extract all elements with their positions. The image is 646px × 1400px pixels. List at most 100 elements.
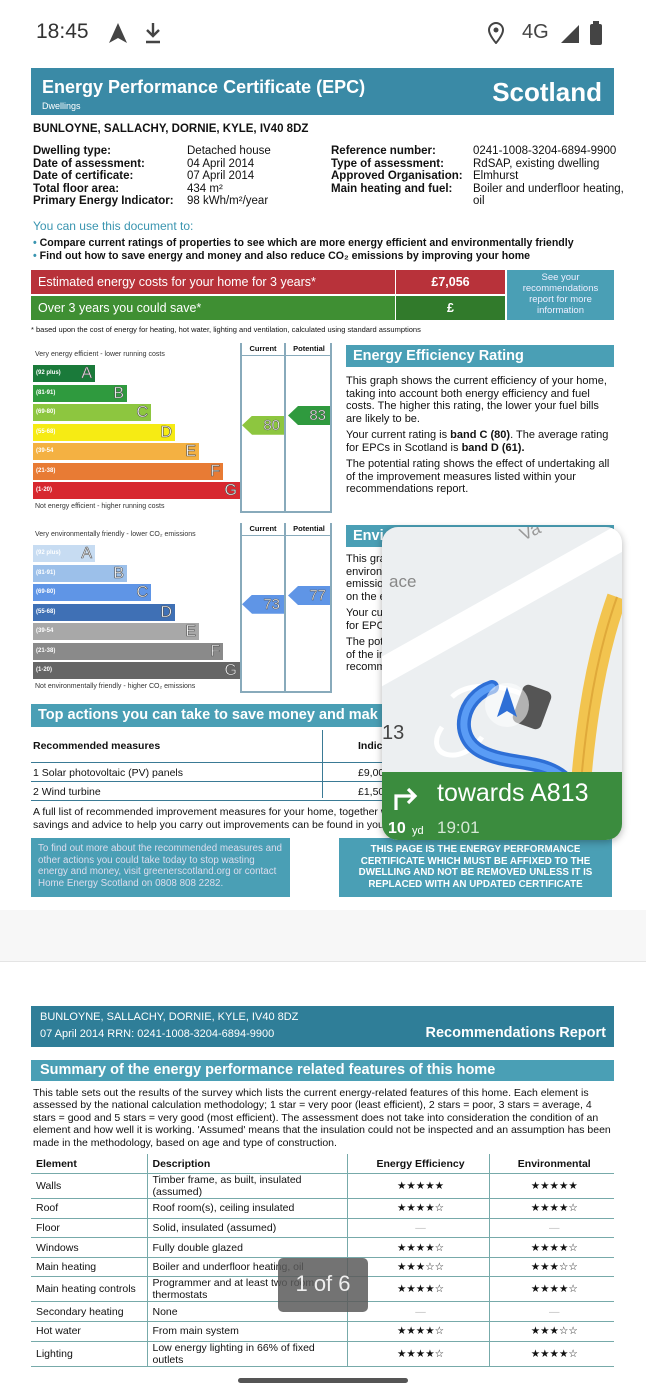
- table-cell: Fully double glazed: [146, 1237, 347, 1258]
- star-rating: ★★★★☆: [488, 1198, 614, 1219]
- current-column: [240, 523, 286, 693]
- table-cell: Solid, insulated (assumed): [146, 1218, 347, 1239]
- band-a: (92 plus) A: [33, 365, 95, 382]
- column-header: Environmental: [488, 1154, 614, 1175]
- rec-date-rrn: 07 April 2014 RRN: 0241-1008-3204-6894-9…: [40, 1028, 275, 1040]
- potential-column: [286, 523, 332, 693]
- battery-icon: [590, 21, 602, 45]
- text-line: of the ir: [346, 648, 383, 661]
- text-line: environ: [346, 565, 383, 578]
- epc-header: Energy Performance Certificate (EPC) Dwe…: [31, 68, 614, 115]
- chart-top-label: Very energy efficient - lower running co…: [35, 351, 165, 358]
- potential-header: Potential: [293, 344, 325, 353]
- address: BUNLOYNE, SALLACHY, DORNIE, KYLE, IV40 8…: [33, 123, 309, 135]
- actions-col-cost: Indic: [358, 740, 383, 752]
- table-cell: Floor: [31, 1218, 147, 1239]
- band-e: (39-54 E: [33, 623, 199, 640]
- rec-address: BUNLOYNE, SALLACHY, DORNIE, KYLE, IV40 8…: [40, 1011, 299, 1023]
- region: Scotland: [492, 77, 602, 107]
- chart-bottom-label: Not energy efficient - higher running co…: [35, 503, 165, 510]
- clock: 18:45: [36, 20, 89, 43]
- info-label: Date of assessment:: [33, 157, 145, 170]
- right-info: Reference number: 0241-1008-3204-6894-990…: [331, 145, 626, 208]
- band-g: (1-20) G: [33, 482, 240, 499]
- navigation-overlay[interactable]: Va ace towards A813 10 yd 19:01: [382, 527, 622, 840]
- direction-text: towards A813: [437, 779, 589, 807]
- band-f: (21-38) F: [33, 462, 223, 480]
- band-d: (55-68) D: [33, 603, 175, 621]
- info-row: Primary Energy Indicator: 98 kWh/m²/year: [33, 195, 323, 208]
- page-indicator: 1 of 6: [278, 1258, 368, 1312]
- info-label: Date of certificate:: [33, 170, 134, 183]
- star-rating: ★★★★☆: [346, 1321, 489, 1342]
- see-recommendations-link[interactable]: See your recommendations report for more…: [507, 270, 614, 320]
- info-row: Date of assessment: 04 April 2014: [33, 158, 323, 171]
- potential-rating-arrow: 77: [288, 585, 330, 605]
- info-value: 434 m²: [187, 182, 223, 195]
- current-header: Current: [249, 524, 277, 533]
- text-line: on the e: [346, 590, 386, 603]
- star-rating: ★★★☆☆: [488, 1321, 614, 1342]
- band-c: (69-80) C: [33, 404, 151, 421]
- navigation-arrow-icon: [109, 23, 127, 43]
- table-row: Hot water From main system ★★★★☆ ★★★☆☆: [31, 1321, 614, 1342]
- left-info: Dwelling type: Detached house Date of asse…: [33, 145, 323, 208]
- info-label: Type of assessment:: [331, 157, 444, 170]
- home-indicator[interactable]: [238, 1378, 408, 1383]
- table-cell: Main heating: [31, 1257, 147, 1278]
- current-rating-arrow: 80: [242, 415, 284, 435]
- info-value: 0241-1008-3204-6894-9900: [473, 145, 617, 157]
- turn-instruction-banner[interactable]: towards A813 10 yd 19:01: [382, 772, 622, 840]
- map-label: ace: [389, 572, 417, 591]
- potential-rating-arrow: 83: [288, 405, 330, 425]
- actions-col-measure: Recommended measures: [33, 740, 161, 752]
- star-rating: —: [346, 1301, 489, 1323]
- column-header: Energy Efficiency: [346, 1154, 489, 1175]
- affix-notice: THIS PAGE IS THE ENERGY PERFORMANCE CERT…: [339, 838, 612, 897]
- table-cell: Secondary heating: [31, 1301, 147, 1323]
- save-label: Over 3 years you could save*: [31, 296, 395, 320]
- text-line: This gra: [346, 553, 386, 565]
- star-rating: ★★★★☆: [346, 1237, 489, 1258]
- status-bar: 18:45 4G: [0, 0, 646, 65]
- divider: [31, 762, 614, 763]
- star-rating: ★★★★★: [346, 1173, 489, 1200]
- band-c: (69-80) C: [33, 584, 151, 601]
- road-number: 13: [382, 722, 405, 744]
- table-cell: Main heating controls: [31, 1276, 147, 1303]
- star-rating: ★★★★☆: [346, 1341, 489, 1367]
- energy-efficiency-chart: Current Potential Very energy efficient …: [31, 343, 333, 513]
- info-value: 04 April 2014: [187, 157, 255, 170]
- text-line: recomm: [346, 661, 386, 673]
- star-rating: ★★★★☆: [488, 1237, 614, 1258]
- star-rating: —: [488, 1301, 614, 1323]
- star-rating: —: [346, 1218, 489, 1239]
- info-value: 07 April 2014: [187, 170, 255, 183]
- table-row: Floor Solid, insulated (assumed) — —: [31, 1218, 614, 1239]
- current-column: [240, 343, 286, 513]
- download-icon: [146, 23, 160, 44]
- band-b: (81-91) B: [33, 564, 127, 582]
- signal-icon: [561, 25, 579, 43]
- ei-description: This gra environ emissio on the e Your cu for…: [346, 553, 386, 674]
- table-cell: Windows: [31, 1237, 147, 1258]
- info-label: Primary Energy Indicator:: [33, 195, 174, 208]
- band-d: (55-68) D: [33, 423, 175, 441]
- info-value: Detached house: [187, 145, 271, 157]
- epc-subtitle: Dwellings: [42, 101, 81, 111]
- star-rating: ★★★☆☆: [346, 1257, 489, 1278]
- band-g: (1-20) G: [33, 662, 240, 679]
- info-label: Dwelling type:: [33, 145, 111, 157]
- text-line: Your cu: [346, 607, 383, 619]
- costs-value: £7,056: [396, 270, 505, 294]
- info-row: Reference number: 0241-1008-3204-6894-990…: [331, 145, 626, 158]
- current-rating-arrow: 73: [242, 594, 284, 614]
- bullets: • Compare current ratings of properties …: [33, 237, 574, 263]
- bullet-item: • Compare current ratings of properties …: [33, 237, 574, 249]
- table-row: Walls Timber frame, as built, insulated (…: [31, 1173, 614, 1200]
- full-list-text: A full list of recommended improvement m…: [33, 806, 389, 831]
- column-header: Description: [146, 1154, 347, 1175]
- find-out-more-box: To find out more about the recommended m…: [31, 838, 290, 897]
- info-value: Elmhurst: [473, 170, 519, 183]
- info-row: Main heating and fuel: Boiler and underfl…: [331, 183, 626, 208]
